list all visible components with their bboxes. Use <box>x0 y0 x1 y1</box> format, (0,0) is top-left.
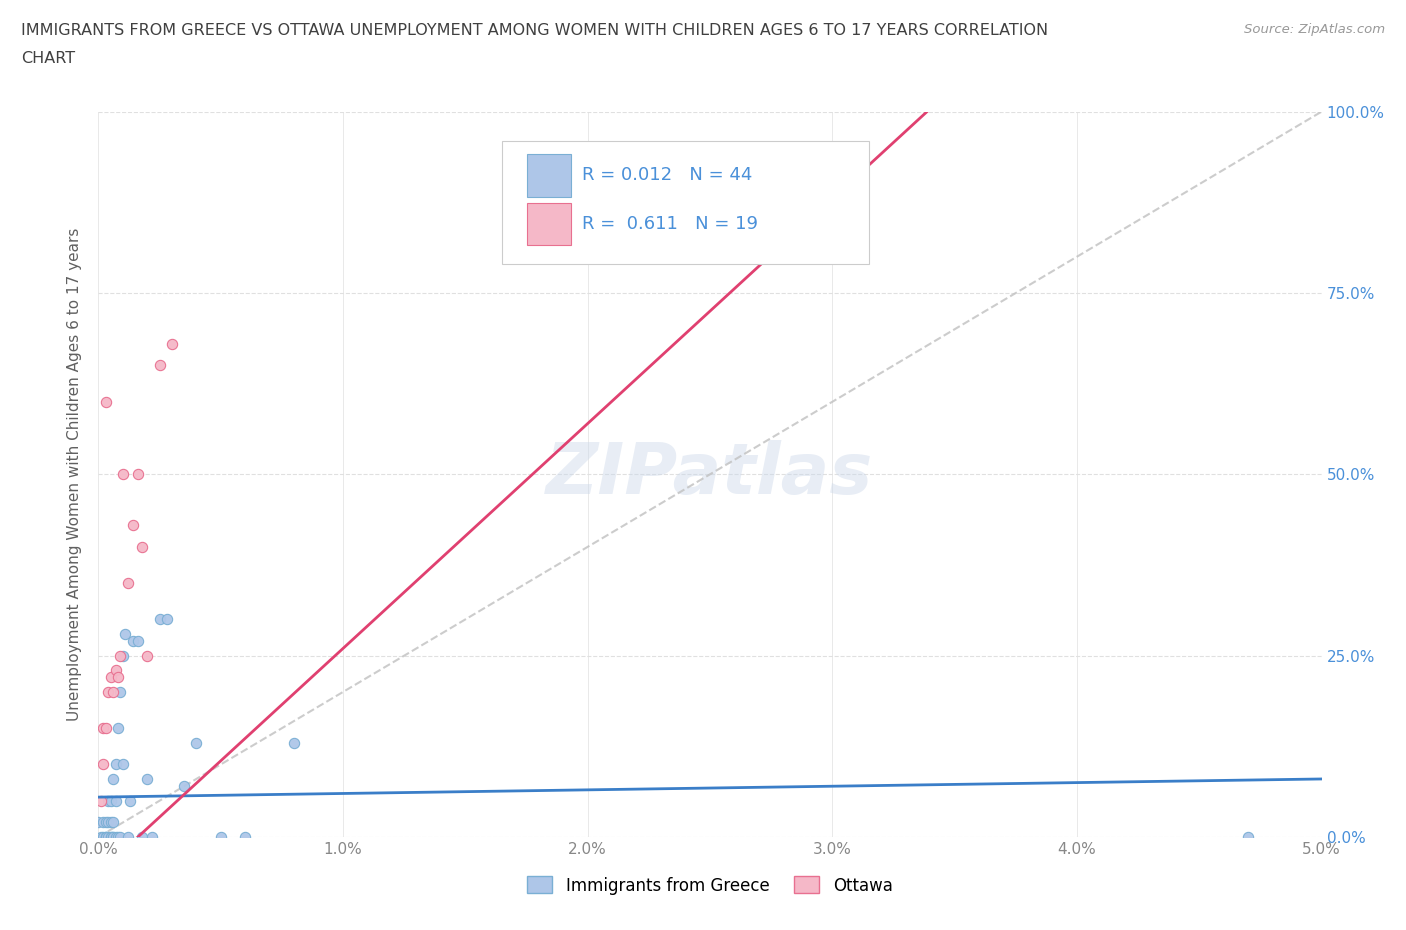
Point <box>127 467 149 482</box>
Point <box>149 612 172 627</box>
Point <box>173 778 195 793</box>
Point <box>97 684 120 699</box>
Point <box>107 721 129 736</box>
Point <box>111 648 134 663</box>
Point <box>136 772 159 787</box>
Point <box>97 815 120 830</box>
Point <box>117 576 139 591</box>
Point <box>127 633 149 648</box>
Text: Source: ZipAtlas.com: Source: ZipAtlas.com <box>1244 23 1385 36</box>
Point <box>94 394 117 409</box>
Point <box>94 830 117 844</box>
Point <box>91 815 114 830</box>
Point <box>111 757 134 772</box>
Point <box>111 467 134 482</box>
Point <box>283 736 305 751</box>
Point <box>91 830 114 844</box>
Point <box>100 830 122 844</box>
Point <box>107 830 129 844</box>
Point <box>117 830 139 844</box>
Point <box>100 815 122 830</box>
Point <box>120 793 142 808</box>
Point <box>110 684 132 699</box>
FancyBboxPatch shape <box>502 140 869 264</box>
Text: IMMIGRANTS FROM GREECE VS OTTAWA UNEMPLOYMENT AMONG WOMEN WITH CHILDREN AGES 6 T: IMMIGRANTS FROM GREECE VS OTTAWA UNEMPLO… <box>21 23 1049 38</box>
Point <box>100 793 122 808</box>
Point <box>114 627 136 642</box>
Point <box>101 815 124 830</box>
Legend: Immigrants from Greece, Ottawa: Immigrants from Greece, Ottawa <box>520 870 900 901</box>
Point <box>100 670 122 684</box>
Point <box>104 663 127 678</box>
Point <box>94 830 117 844</box>
Point <box>1237 830 1260 844</box>
Point <box>131 539 153 554</box>
Point <box>101 830 124 844</box>
Point <box>149 358 172 373</box>
Point <box>101 830 124 844</box>
Point <box>87 815 110 830</box>
Point <box>110 830 132 844</box>
Point <box>233 830 256 844</box>
Point <box>101 684 124 699</box>
Y-axis label: Unemployment Among Women with Children Ages 6 to 17 years: Unemployment Among Women with Children A… <box>67 228 83 721</box>
Point <box>90 793 112 808</box>
Point <box>121 518 143 533</box>
Point <box>94 815 117 830</box>
Point <box>110 648 132 663</box>
Point <box>91 757 114 772</box>
Point <box>136 648 159 663</box>
Point <box>90 830 112 844</box>
Point <box>209 830 232 844</box>
Point <box>156 612 179 627</box>
Point <box>107 670 129 684</box>
Point <box>94 721 117 736</box>
Point <box>131 830 153 844</box>
Point <box>104 757 127 772</box>
Point <box>141 830 163 844</box>
Point <box>104 830 127 844</box>
Point <box>186 736 208 751</box>
Point <box>97 830 120 844</box>
Text: R =  0.611   N = 19: R = 0.611 N = 19 <box>582 215 758 233</box>
Point <box>100 830 122 844</box>
Text: R = 0.012   N = 44: R = 0.012 N = 44 <box>582 166 752 184</box>
Text: ZIPatlas: ZIPatlas <box>547 440 873 509</box>
Point <box>97 793 120 808</box>
FancyBboxPatch shape <box>527 154 571 197</box>
Point <box>121 633 143 648</box>
Text: CHART: CHART <box>21 51 75 66</box>
Point <box>94 830 117 844</box>
Point <box>91 721 114 736</box>
Point <box>104 793 127 808</box>
FancyBboxPatch shape <box>527 203 571 246</box>
Point <box>160 337 183 352</box>
Point <box>101 772 124 787</box>
